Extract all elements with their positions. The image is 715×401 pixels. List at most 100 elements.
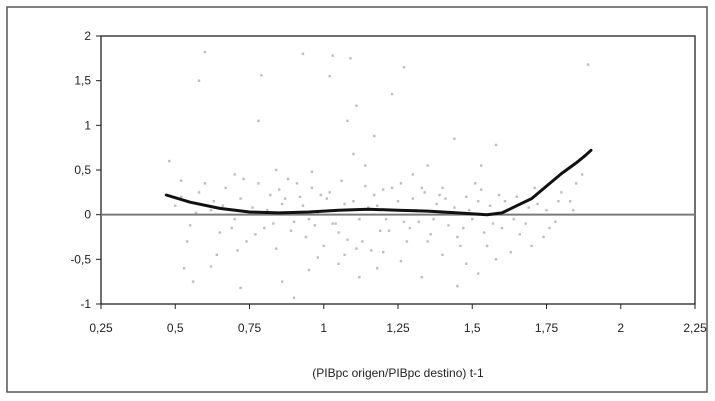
scatter-point [456, 284, 459, 288]
scatter-point [286, 177, 290, 181]
x-tick-label: 2 [617, 321, 624, 335]
scatter-point [331, 54, 334, 57]
scatter-point [542, 235, 545, 239]
scatter-point [310, 186, 314, 190]
scatter-point [408, 226, 412, 230]
scatter-point [272, 222, 275, 225]
scatter-point [233, 173, 236, 176]
scatter-point [524, 222, 527, 225]
scatter-point [203, 182, 207, 185]
scatter-point [441, 253, 444, 257]
scatter-point [468, 209, 471, 212]
scatter-point [316, 256, 320, 259]
scatter-point [378, 229, 382, 232]
scatter-point [182, 267, 186, 270]
scatter-point [236, 249, 239, 252]
scatter-point [402, 66, 406, 69]
scatter-point [337, 262, 340, 265]
scatter-point [479, 188, 483, 191]
scatter-point [503, 200, 507, 203]
x-tick-label: 1,5 [464, 321, 481, 335]
scatter-point [447, 224, 450, 227]
scatter-point [390, 92, 394, 96]
scatter-point [456, 235, 459, 239]
y-tick-label: 1,5 [74, 74, 91, 88]
scatter-point [429, 233, 432, 236]
scatter-point [352, 200, 355, 203]
scatter-point [304, 235, 308, 239]
scatter-point [387, 229, 391, 232]
scatter-point [376, 267, 379, 270]
scatter-point [384, 217, 388, 221]
scatter-point [257, 182, 260, 185]
scatter-point [278, 188, 281, 191]
scatter-point [307, 268, 311, 272]
scatter-point [218, 231, 221, 234]
scatter-point [254, 233, 257, 236]
scatter-point [500, 226, 504, 230]
scatter-point [191, 280, 195, 283]
scatter-point [435, 202, 438, 206]
scatter-point [197, 191, 201, 194]
scatter-point [488, 204, 492, 207]
scatter-point [292, 220, 296, 224]
scatter-point [569, 200, 572, 203]
scatter-point [260, 74, 263, 77]
scatter-point [411, 197, 415, 200]
scatter-point [331, 222, 334, 225]
y-tick-label: -1 [80, 297, 91, 311]
scatter-point [465, 262, 468, 265]
scatter-point [586, 63, 590, 66]
x-tick-label: 1,25 [386, 321, 410, 335]
scatter-point [337, 231, 340, 234]
scatter-point [557, 200, 560, 203]
scatter-point [572, 209, 575, 212]
scatter-point [343, 253, 346, 257]
scatter-point [203, 50, 207, 54]
scatter-point [367, 206, 370, 209]
scatter-point [405, 240, 409, 243]
scatter-point [280, 280, 284, 283]
scatter-point [269, 193, 272, 197]
scatter-point [289, 229, 293, 232]
scatter-point [194, 211, 198, 215]
scatter-points [168, 50, 590, 299]
scatter-point [396, 200, 400, 203]
scatter-point [432, 217, 435, 221]
x-tick-label: 1 [320, 321, 327, 335]
scatter-point [358, 217, 361, 221]
scatter-point [381, 188, 385, 191]
scatter-point [242, 177, 245, 181]
scatter-point [346, 238, 349, 241]
scatter-point [310, 170, 314, 173]
scatter-point [215, 253, 219, 257]
scatter-point [426, 164, 429, 167]
plot-area [100, 35, 696, 305]
scatter-point [491, 222, 495, 225]
scatter-point [411, 173, 415, 176]
scatter-point [179, 195, 183, 198]
scatter-point [168, 159, 171, 163]
scatter-point [239, 197, 242, 200]
x-tick-label: 0,25 [89, 321, 113, 335]
scatter-point [548, 226, 551, 230]
scatter-point [512, 217, 516, 221]
scatter-point [209, 209, 213, 212]
scatter-point [533, 186, 536, 190]
scatter-point [453, 206, 456, 209]
scatter-point [283, 197, 287, 200]
y-tick-label: 1 [84, 118, 91, 132]
scatter-point [352, 152, 355, 156]
y-tick-label: 2 [84, 29, 91, 43]
scatter-point [295, 182, 299, 185]
scatter-point [301, 204, 305, 207]
scatter-point [349, 57, 352, 60]
scatter-point [209, 265, 213, 268]
scatter-point [494, 258, 498, 261]
scatter-point [376, 204, 379, 207]
scatter-point [174, 204, 177, 207]
scatter-point [575, 182, 578, 185]
scatter-point [530, 244, 533, 248]
scatter-point [420, 276, 423, 279]
scatter-point [307, 217, 311, 221]
